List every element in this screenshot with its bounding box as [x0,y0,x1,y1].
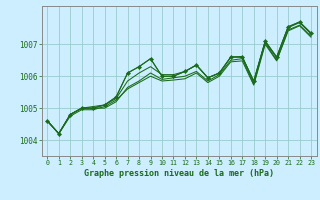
X-axis label: Graphe pression niveau de la mer (hPa): Graphe pression niveau de la mer (hPa) [84,169,274,178]
